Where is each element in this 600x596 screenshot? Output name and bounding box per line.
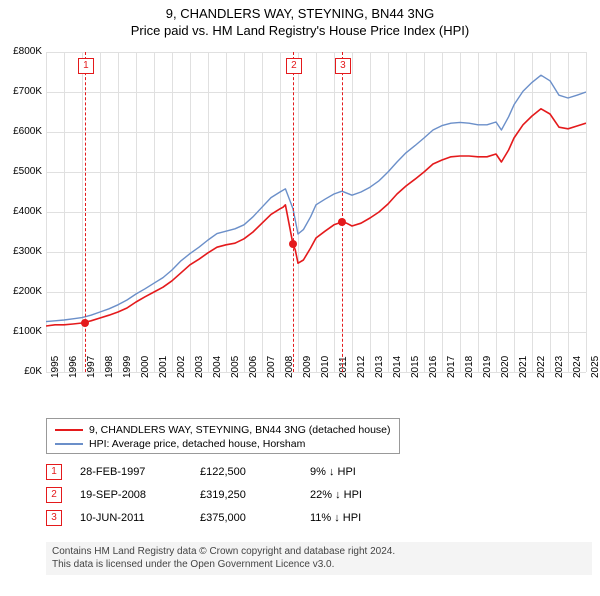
sale-row: 1 28-FEB-1997£122,5009% ↓ HPI xyxy=(46,464,400,480)
sale-marker-1: 1 xyxy=(78,58,94,74)
legend-label-hpi: HPI: Average price, detached house, Hors… xyxy=(89,438,305,450)
chart-series-svg xyxy=(46,52,586,372)
sale-row-date: 10-JUN-2011 xyxy=(80,512,200,524)
y-tick-label: £100K xyxy=(2,326,42,337)
license-line2: This data is licensed under the Open Gov… xyxy=(52,559,334,570)
y-tick-label: £300K xyxy=(2,246,42,257)
legend-swatch-hpi xyxy=(55,443,83,445)
sale-vline xyxy=(293,52,294,372)
legend-item-subject: 9, CHANDLERS WAY, STEYNING, BN44 3NG (de… xyxy=(55,423,391,437)
chart-title-subtitle: Price paid vs. HM Land Registry's House … xyxy=(0,23,600,38)
chart-plot-area: £0K£100K£200K£300K£400K£500K£600K£700K£8… xyxy=(46,52,586,372)
legend-item-hpi: HPI: Average price, detached house, Hors… xyxy=(55,437,391,451)
sale-row-date: 19-SEP-2008 xyxy=(80,489,200,501)
gridline-v xyxy=(586,52,587,372)
sale-dot-3 xyxy=(338,218,346,226)
legend-label-subject: 9, CHANDLERS WAY, STEYNING, BN44 3NG (de… xyxy=(89,424,391,436)
chart-title-address: 9, CHANDLERS WAY, STEYNING, BN44 3NG xyxy=(0,6,600,21)
y-tick-label: £800K xyxy=(2,46,42,57)
sale-row-marker: 2 xyxy=(46,487,62,503)
sale-row: 3 10-JUN-2011£375,00011% ↓ HPI xyxy=(46,510,400,526)
sale-row-price: £375,000 xyxy=(200,512,310,524)
sale-vline xyxy=(342,52,343,372)
y-tick-label: £500K xyxy=(2,166,42,177)
sale-row-vs-hpi: 11% ↓ HPI xyxy=(310,512,400,524)
x-tick-label: 2025 xyxy=(590,356,600,378)
sale-marker-2: 2 xyxy=(286,58,302,74)
legend-swatch-subject xyxy=(55,429,83,431)
sale-row-marker: 1 xyxy=(46,464,62,480)
sale-dot-1 xyxy=(81,319,89,327)
sale-row-price: £319,250 xyxy=(200,489,310,501)
series-subject xyxy=(46,109,586,326)
series-hpi xyxy=(46,75,586,321)
y-tick-label: £0K xyxy=(2,366,42,377)
sale-row-vs-hpi: 9% ↓ HPI xyxy=(310,466,400,478)
y-tick-label: £400K xyxy=(2,206,42,217)
sale-row-vs-hpi: 22% ↓ HPI xyxy=(310,489,400,501)
sale-row-date: 28-FEB-1997 xyxy=(80,466,200,478)
y-tick-label: £700K xyxy=(2,86,42,97)
sale-row: 2 19-SEP-2008£319,25022% ↓ HPI xyxy=(46,487,400,503)
sale-row-marker: 3 xyxy=(46,510,62,526)
sale-marker-3: 3 xyxy=(335,58,351,74)
license-text: Contains HM Land Registry data © Crown c… xyxy=(46,542,592,575)
y-tick-label: £200K xyxy=(2,286,42,297)
license-line1: Contains HM Land Registry data © Crown c… xyxy=(52,546,395,557)
sale-row-price: £122,500 xyxy=(200,466,310,478)
legend-box: 9, CHANDLERS WAY, STEYNING, BN44 3NG (de… xyxy=(46,418,400,454)
y-tick-label: £600K xyxy=(2,126,42,137)
